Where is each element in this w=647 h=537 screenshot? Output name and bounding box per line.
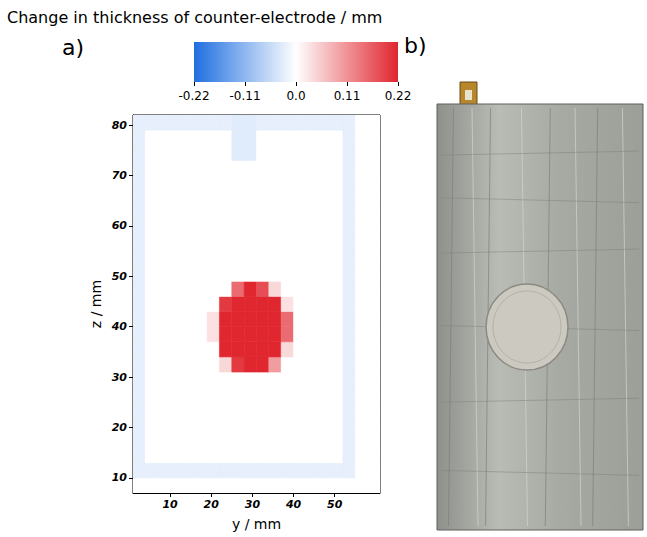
svg-text:-0.11: -0.11 — [229, 89, 260, 103]
svg-text:a): a) — [62, 35, 84, 60]
svg-text:40: 40 — [111, 320, 128, 333]
svg-text:y / mm: y / mm — [232, 516, 281, 532]
svg-text:z / mm: z / mm — [88, 280, 104, 328]
svg-text:0.22: 0.22 — [385, 89, 412, 103]
svg-text:30: 30 — [112, 371, 128, 384]
svg-text:b): b) — [404, 33, 427, 58]
svg-text:50: 50 — [112, 270, 128, 283]
svg-text:50: 50 — [327, 498, 343, 511]
svg-text:70: 70 — [112, 169, 128, 182]
svg-text:20: 20 — [204, 498, 220, 511]
svg-text:10: 10 — [162, 498, 178, 511]
svg-text:0.11: 0.11 — [334, 89, 361, 103]
svg-text:-0.22: -0.22 — [178, 89, 209, 103]
svg-text:40: 40 — [285, 498, 302, 511]
svg-text:60: 60 — [112, 219, 128, 232]
svg-text:Change in thickness of counter: Change in thickness of counter-electrode… — [7, 8, 382, 27]
svg-text:30: 30 — [245, 498, 261, 511]
svg-text:80: 80 — [112, 119, 128, 132]
svg-text:0.0: 0.0 — [286, 89, 305, 103]
svg-text:20: 20 — [112, 421, 128, 434]
svg-text:10: 10 — [112, 471, 128, 484]
